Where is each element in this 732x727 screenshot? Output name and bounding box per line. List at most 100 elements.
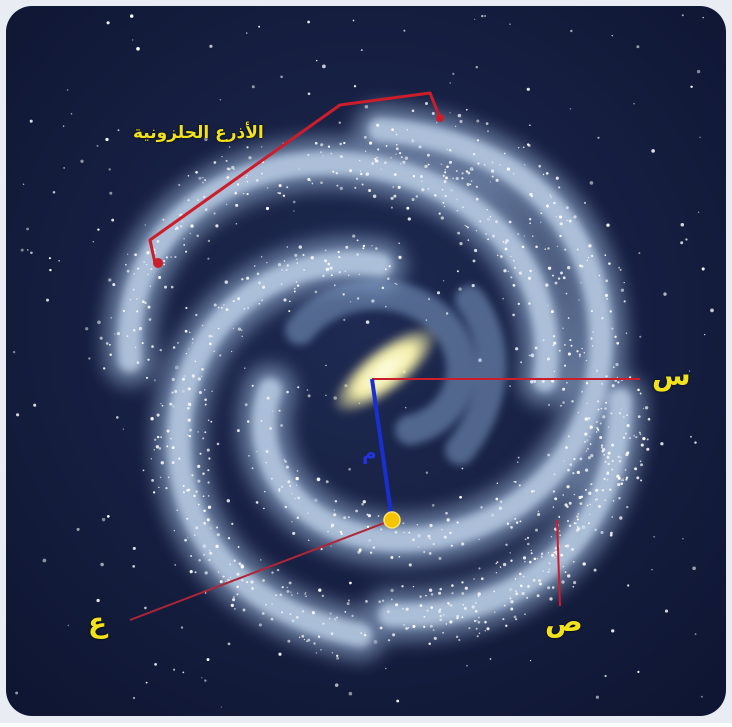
background-star xyxy=(307,20,310,24)
arm-star xyxy=(527,144,531,147)
arm-star xyxy=(281,585,284,589)
arm-star xyxy=(587,456,591,460)
background-star xyxy=(251,85,255,89)
arm-star xyxy=(548,404,550,406)
arm-star xyxy=(489,215,492,218)
arm-star xyxy=(553,551,555,554)
arm-star xyxy=(562,276,566,280)
arm-star xyxy=(227,578,230,582)
arm-star xyxy=(202,176,204,179)
arm-star xyxy=(487,130,489,132)
arm-star xyxy=(246,146,249,149)
arm-star xyxy=(260,559,262,561)
arm-star xyxy=(148,318,152,321)
arm-star xyxy=(597,400,600,403)
arm-star xyxy=(598,274,601,277)
arm-star xyxy=(147,358,150,361)
arm-star xyxy=(562,401,565,404)
arm-star xyxy=(530,552,533,555)
arm-star xyxy=(472,169,474,171)
arm-star xyxy=(515,521,519,524)
arm-star xyxy=(297,496,301,500)
arm-star xyxy=(296,484,298,486)
arm-star xyxy=(320,143,324,147)
arm-star xyxy=(580,282,582,284)
arm-star xyxy=(398,556,401,558)
arm-star xyxy=(134,346,137,348)
background-star xyxy=(33,403,37,407)
arm-star xyxy=(151,478,155,482)
arm-star xyxy=(486,209,488,211)
arm-star xyxy=(559,534,561,537)
arm-star xyxy=(390,157,392,159)
arm-star xyxy=(301,634,305,638)
arm-star xyxy=(265,603,267,606)
arm-star xyxy=(471,605,475,609)
arm-star xyxy=(146,251,150,255)
background-star xyxy=(49,268,52,272)
arm-star xyxy=(607,462,610,466)
arm-star xyxy=(246,581,249,584)
arm-star xyxy=(449,620,453,624)
arm-star xyxy=(618,459,622,463)
background-star xyxy=(204,679,207,682)
arm-star xyxy=(412,624,416,628)
arm-star xyxy=(456,198,458,200)
arm-star xyxy=(445,623,448,625)
arm-star xyxy=(195,490,198,493)
arm-star xyxy=(598,505,601,508)
arm-star xyxy=(202,495,205,498)
background-star xyxy=(484,15,486,17)
arm-star xyxy=(568,501,572,505)
background-star xyxy=(372,194,377,199)
arm-star xyxy=(529,222,531,225)
arm-star xyxy=(585,359,588,362)
arm-star xyxy=(455,635,459,639)
arm-star xyxy=(226,176,230,179)
arm-star xyxy=(246,276,250,280)
arm-star xyxy=(403,624,405,626)
arm-star xyxy=(171,461,175,465)
arm-star xyxy=(427,163,430,166)
arm-star xyxy=(206,518,210,522)
arm-star xyxy=(400,156,403,159)
arm-star xyxy=(442,631,445,634)
arm-star xyxy=(226,167,230,171)
arm-star xyxy=(475,197,479,201)
arm-star xyxy=(311,611,315,615)
background-star xyxy=(67,624,70,627)
arm-star xyxy=(618,412,622,415)
arm-star xyxy=(138,326,143,331)
arm-star xyxy=(412,538,415,542)
arm-star xyxy=(566,544,570,548)
background-star xyxy=(442,279,445,282)
arm-star xyxy=(203,553,206,556)
arm-star xyxy=(443,614,445,616)
arm-star xyxy=(237,327,241,331)
background-star xyxy=(627,584,630,587)
arm-star xyxy=(330,523,335,527)
arm-star xyxy=(295,615,299,619)
arm-star xyxy=(487,238,490,241)
arm-star xyxy=(625,478,628,481)
arm-star xyxy=(303,638,306,641)
arm-star xyxy=(177,341,179,344)
arm-star xyxy=(197,199,199,202)
arm-star xyxy=(395,143,398,146)
arm-star xyxy=(216,526,219,529)
arm-star xyxy=(250,580,254,584)
arm-star xyxy=(610,531,613,535)
background-star xyxy=(360,49,363,52)
arm-star xyxy=(222,575,225,578)
x-marker-label: س xyxy=(652,359,691,392)
arm-star xyxy=(188,434,192,438)
background-star xyxy=(633,102,635,105)
arm-star xyxy=(217,306,220,309)
background-star xyxy=(131,39,134,41)
arm-star xyxy=(360,172,363,176)
arm-star xyxy=(394,530,398,534)
background-star xyxy=(246,32,248,34)
arm-star xyxy=(437,609,442,614)
arm-star xyxy=(565,446,568,449)
arm-star xyxy=(495,178,499,182)
